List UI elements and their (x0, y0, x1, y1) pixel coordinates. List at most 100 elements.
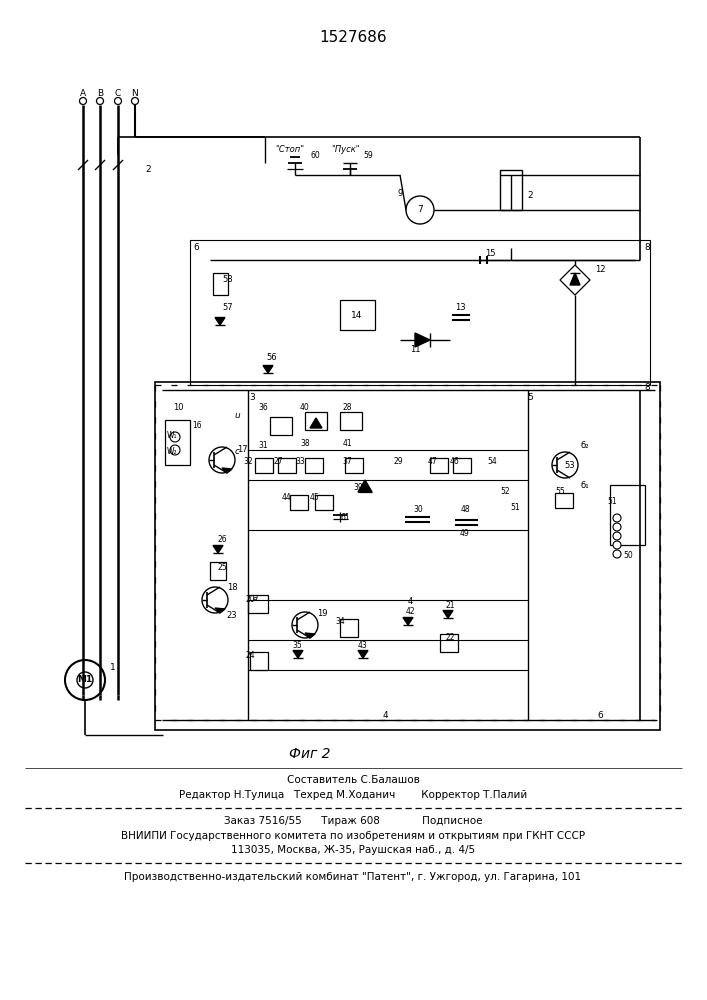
Text: 32: 32 (243, 458, 253, 466)
Bar (340, 300, 375, 330)
Text: 28: 28 (342, 403, 352, 412)
Text: 33: 33 (295, 458, 305, 466)
Text: 34: 34 (335, 616, 345, 626)
Text: б₂: б₂ (580, 440, 589, 450)
Text: 4: 4 (407, 597, 413, 606)
Text: 18: 18 (227, 584, 238, 592)
Bar (315, 495, 333, 510)
Text: 8: 8 (644, 383, 650, 392)
Text: 53: 53 (565, 460, 575, 470)
Text: 46: 46 (450, 458, 460, 466)
Text: 21: 21 (445, 600, 455, 609)
Circle shape (613, 550, 621, 558)
Polygon shape (403, 617, 413, 625)
Text: 51: 51 (607, 497, 617, 506)
Circle shape (292, 612, 318, 638)
Polygon shape (443, 610, 453, 618)
Bar (500, 170, 522, 210)
Text: 15: 15 (485, 248, 495, 257)
Text: 48: 48 (460, 506, 470, 514)
Circle shape (79, 98, 86, 104)
Circle shape (209, 447, 235, 473)
Bar (248, 595, 268, 613)
Text: 30: 30 (413, 506, 423, 514)
Bar (555, 493, 573, 508)
Text: B: B (97, 90, 103, 99)
Polygon shape (415, 333, 430, 347)
Bar (155, 382, 660, 730)
Polygon shape (215, 608, 225, 613)
Text: 61: 61 (340, 514, 350, 522)
Text: 3: 3 (249, 393, 255, 402)
Bar (255, 458, 273, 473)
Bar (190, 240, 650, 385)
Text: 1: 1 (110, 664, 116, 672)
Circle shape (613, 523, 621, 531)
Text: a: a (252, 593, 257, 602)
Text: 1527686: 1527686 (319, 30, 387, 45)
Text: 60: 60 (310, 150, 320, 159)
Polygon shape (358, 480, 372, 492)
Polygon shape (293, 650, 303, 658)
Text: 26: 26 (217, 536, 227, 544)
Text: Производственно-издательский комбинат "Патент", г. Ужгород, ул. Гагарина, 101: Производственно-издательский комбинат "П… (124, 872, 582, 882)
Bar (340, 412, 362, 430)
Text: 10: 10 (173, 403, 183, 412)
Bar (213, 273, 228, 295)
Circle shape (552, 452, 578, 478)
Text: A: A (80, 90, 86, 99)
Text: 13: 13 (455, 304, 465, 312)
Text: 12: 12 (595, 265, 605, 274)
Bar (250, 652, 268, 670)
Text: 35: 35 (292, 641, 302, 650)
Polygon shape (215, 318, 225, 325)
Text: 19: 19 (317, 608, 327, 617)
Circle shape (613, 514, 621, 522)
Text: 6: 6 (193, 243, 199, 252)
Text: 54: 54 (487, 458, 497, 466)
Text: Фиг 2: Фиг 2 (289, 747, 331, 761)
Text: C: C (115, 90, 121, 99)
Circle shape (202, 587, 228, 613)
Polygon shape (213, 546, 223, 553)
Circle shape (613, 541, 621, 549)
Polygon shape (305, 633, 315, 638)
Text: 57: 57 (223, 304, 233, 312)
Bar (440, 634, 458, 652)
Text: c: c (235, 448, 240, 456)
Text: 22: 22 (445, 634, 455, 643)
Circle shape (65, 660, 105, 700)
Bar (430, 458, 448, 473)
Circle shape (132, 98, 139, 104)
Text: 16: 16 (192, 420, 201, 430)
Bar (270, 417, 292, 435)
Text: 50: 50 (623, 550, 633, 560)
Text: 51: 51 (510, 504, 520, 512)
Text: M1: M1 (77, 676, 93, 684)
Bar (290, 495, 308, 510)
Text: 41: 41 (342, 438, 352, 448)
Circle shape (96, 98, 103, 104)
Text: б₁: б₁ (580, 481, 590, 489)
Text: 5: 5 (527, 393, 533, 402)
Text: 17: 17 (237, 446, 247, 454)
Polygon shape (310, 418, 322, 428)
Text: N: N (132, 90, 139, 99)
Text: "Стоп": "Стоп" (276, 145, 305, 154)
Polygon shape (358, 650, 368, 658)
Text: 52: 52 (500, 488, 510, 496)
Text: ВНИИПИ Государственного комитета по изобретениям и открытиям при ГКНТ СССР: ВНИИПИ Государственного комитета по изоб… (121, 831, 585, 841)
Text: 27: 27 (273, 458, 283, 466)
Bar (453, 458, 471, 473)
Bar (610, 485, 645, 545)
Text: 29: 29 (393, 458, 403, 466)
Text: 31: 31 (258, 440, 268, 450)
Text: 45: 45 (310, 493, 320, 502)
Text: W₂: W₂ (167, 448, 177, 456)
Text: 2: 2 (527, 190, 533, 200)
Text: 11: 11 (410, 346, 420, 355)
Text: 14: 14 (351, 310, 363, 320)
Text: 58: 58 (223, 275, 233, 284)
Text: 38: 38 (300, 438, 310, 448)
Circle shape (170, 445, 180, 455)
